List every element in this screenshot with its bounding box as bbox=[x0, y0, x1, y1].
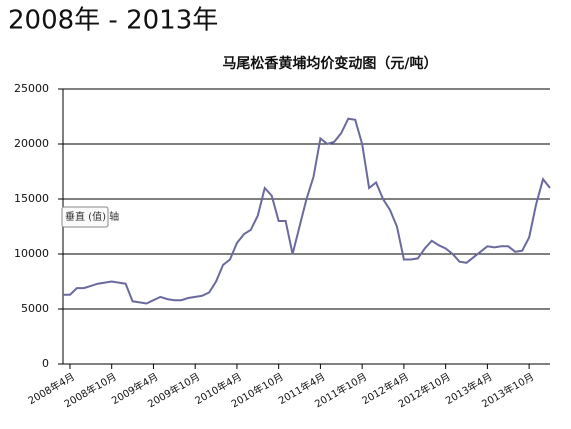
chart-title: 马尾松香黄埔均价变动图（元/吨） bbox=[222, 55, 437, 72]
y-tick-label: 25000 bbox=[14, 82, 49, 95]
tooltip-box bbox=[61, 206, 109, 228]
y-tick-label: 0 bbox=[42, 357, 49, 370]
page-title: 2008年 - 2013年 bbox=[8, 6, 218, 36]
tooltip: 垂直 (值) 轴 bbox=[65, 210, 119, 223]
line bbox=[63, 117, 551, 305]
y-tick-label: 15000 bbox=[14, 192, 49, 205]
plot: 05000100001500020000250002008年4月2008年10月… bbox=[14, 82, 551, 410]
y-tick-label: 5000 bbox=[21, 302, 49, 315]
y-tick-label: 20000 bbox=[14, 137, 49, 150]
y-tick-label: 10000 bbox=[14, 247, 49, 260]
